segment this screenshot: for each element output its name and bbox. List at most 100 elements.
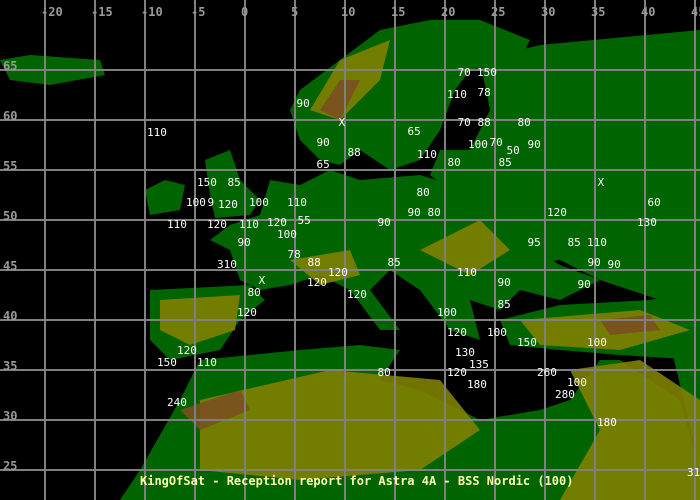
reception-value: 100 [277, 227, 297, 241]
reception-value: 90 [316, 135, 330, 149]
reception-value: 80 [427, 205, 441, 219]
reception-marker-x: X [258, 273, 266, 287]
reception-value: 310 [217, 257, 237, 271]
reception-value: 110 [167, 217, 187, 231]
reception-value: 120 [177, 343, 197, 357]
reception-value: 280 [555, 387, 575, 401]
longitude-tick: 40 [641, 5, 656, 19]
longitude-tick: -15 [91, 5, 113, 19]
landmass-ireland [145, 180, 185, 215]
reception-value: 100 [186, 195, 206, 209]
latitude-tick: 50 [3, 209, 18, 223]
reception-value: 70 [457, 115, 471, 129]
reception-value: 90 [607, 257, 621, 271]
latitude-tick: 55 [3, 159, 18, 173]
reception-value: 90 [407, 205, 421, 219]
reception-value: 65 [316, 157, 330, 171]
reception-value: 88 [477, 115, 491, 129]
reception-value: 130 [637, 215, 657, 229]
reception-value: 85 [497, 297, 511, 311]
longitude-tick: 0 [241, 5, 249, 19]
reception-value: 85 [567, 235, 581, 249]
reception-value: 9 [207, 195, 215, 209]
reception-value: 110 [147, 125, 167, 139]
reception-value: 120 [267, 215, 287, 229]
reception-value: 120 [328, 265, 348, 279]
landmass-britain [205, 150, 260, 218]
reception-value: 80 [377, 365, 391, 379]
latitude-tick: 25 [3, 459, 18, 473]
reception-value: 90 [577, 277, 591, 291]
longitude-tick: 35 [591, 5, 606, 19]
landmass-finland-russia [430, 30, 700, 470]
reception-value: 150 [517, 335, 537, 349]
reception-value: 100 [249, 195, 269, 209]
reception-value: 110 [417, 147, 437, 161]
longitude-tick: 25 [491, 5, 506, 19]
reception-value: 135 [469, 357, 489, 371]
reception-value: 78 [477, 85, 491, 99]
reception-value: 120 [237, 305, 257, 319]
reception-value: 70 [489, 135, 503, 149]
reception-value: 80 [247, 285, 261, 299]
reception-value: 90 [497, 275, 511, 289]
reception-value: 150 [197, 175, 217, 189]
reception-value: 50 [506, 143, 520, 157]
reception-value: 120 [547, 205, 567, 219]
reception-value: 85 [498, 155, 512, 169]
landmass-europe [210, 170, 600, 340]
reception-value: 100 [437, 305, 457, 319]
reception-value: 180 [597, 415, 617, 429]
longitude-tick: 10 [341, 5, 356, 19]
reception-value: 120 [207, 217, 227, 231]
reception-value: 100 [567, 375, 587, 389]
map-title: KingOfSat - Reception report for Astra 4… [140, 474, 574, 488]
latitude-tick: 40 [3, 309, 18, 323]
reception-value: 120 [307, 275, 327, 289]
reception-value: 120 [218, 197, 238, 211]
reception-value: 120 [447, 365, 467, 379]
reception-marker-x: X [338, 115, 346, 129]
reception-value: 150 [157, 355, 177, 369]
reception-value: 120 [347, 287, 367, 301]
reception-value: 70 [457, 65, 471, 79]
reception-value: 88 [347, 145, 361, 159]
reception-value: 80 [517, 115, 531, 129]
latitude-tick: 60 [3, 109, 18, 123]
reception-value: 240 [167, 395, 187, 409]
reception-value: 90 [527, 137, 541, 151]
reception-value: 130 [455, 345, 475, 359]
reception-value: 60 [647, 195, 661, 209]
longitude-tick: 15 [391, 5, 406, 19]
reception-value: 110 [457, 265, 477, 279]
latitude-tick: 45 [3, 259, 18, 273]
reception-value: 78 [287, 247, 301, 261]
reception-value: 88 [307, 255, 321, 269]
reception-value: 100 [468, 137, 488, 151]
longitude-tick: -20 [41, 5, 63, 19]
reception-value: 110 [287, 195, 307, 209]
reception-value: 100 [487, 325, 507, 339]
reception-value: 55 [297, 213, 311, 227]
reception-value: 31 [687, 465, 700, 479]
reception-value: 90 [587, 255, 601, 269]
reception-value: 180 [467, 377, 487, 391]
reception-marker-x: X [597, 175, 605, 189]
reception-value: 85 [387, 255, 401, 269]
reception-value: 150 [477, 65, 497, 79]
reception-value: 80 [447, 155, 461, 169]
longitude-tick: 30 [541, 5, 556, 19]
latitude-tick: 30 [3, 409, 18, 423]
reception-value: 110 [239, 217, 259, 231]
reception-value: 95 [527, 235, 541, 249]
reception-value: 90 [237, 235, 251, 249]
longitude-tick: -10 [141, 5, 163, 19]
longitude-tick: 5 [291, 5, 299, 19]
reception-value: 65 [407, 124, 421, 138]
reception-value: 80 [416, 185, 430, 199]
reception-value: 120 [447, 325, 467, 339]
reception-value: 85 [227, 175, 241, 189]
latitude-tick: 65 [3, 59, 18, 73]
